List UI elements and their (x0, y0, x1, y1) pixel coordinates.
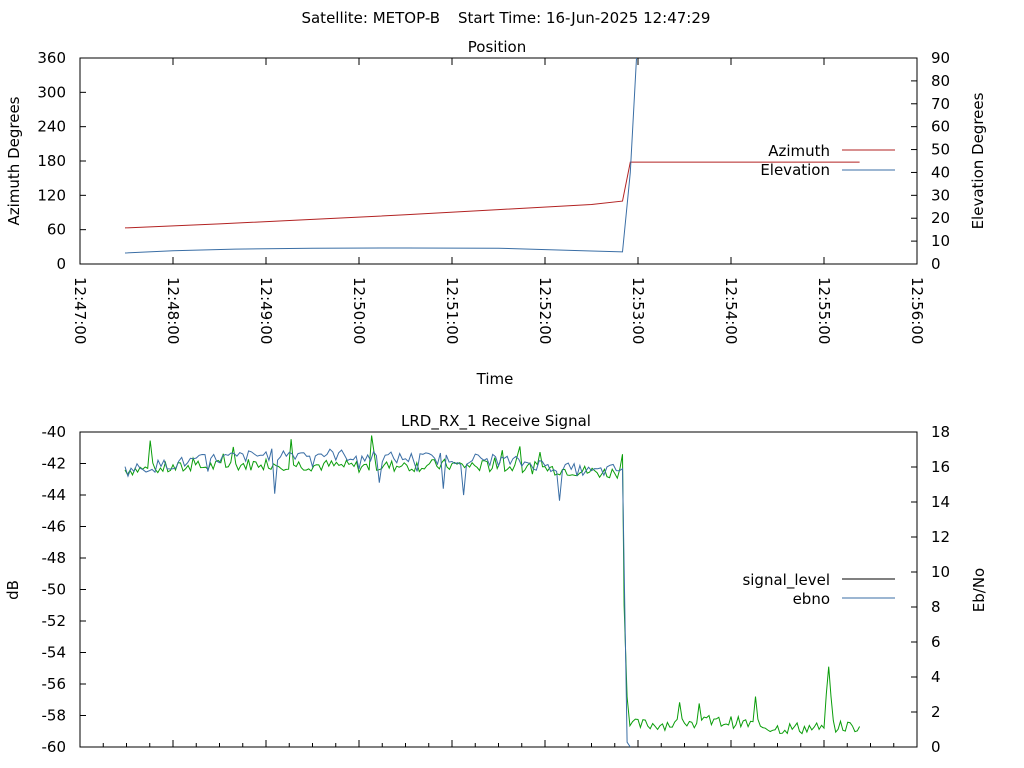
y-tick-label: -40 (42, 423, 67, 441)
y-tick-label: 240 (37, 118, 66, 136)
y2-tick-label: 10 (931, 232, 950, 250)
signal-y2label: Eb/No (970, 568, 988, 612)
y-tick-label: -42 (42, 455, 67, 473)
y-tick-label: 120 (37, 186, 66, 204)
y-tick-label: -56 (42, 675, 67, 693)
x-tick-label: 12:50:00 (350, 277, 368, 344)
y-tick-label: -50 (42, 581, 67, 599)
y2-tick-label: 70 (931, 95, 950, 113)
x-tick-label: 12:49:00 (257, 277, 275, 344)
y-tick-label: 0 (56, 255, 66, 273)
series-azimuth (124, 161, 860, 229)
signal-plot-frame (79, 431, 918, 748)
legend-ebno-label: ebno (793, 590, 830, 608)
position-title: Position (468, 38, 526, 56)
x-tick-label: 12:56:00 (908, 277, 926, 344)
y2-tick-label: 0 (931, 738, 941, 756)
signal-title: LRD_RX_1 Receive Signal (401, 412, 591, 431)
position-chart: Position 0 60 120 180 240 300 360 0 10 20 30 40 50 60… (5, 38, 987, 388)
y2-tick-label: 20 (931, 209, 950, 227)
y2-tick-label: 16 (931, 458, 950, 476)
x-tick-label: 12:55:00 (815, 277, 833, 344)
y2-tick-label: 12 (931, 528, 950, 546)
legend-azimuth-label: Azimuth (768, 142, 830, 160)
y2-tick-label: 4 (931, 668, 941, 686)
y2-tick-label: 50 (931, 141, 950, 159)
series-signal-level (124, 435, 861, 735)
x-tick-label: 12:53:00 (629, 277, 647, 344)
y2-tick-label: 0 (931, 255, 941, 273)
y-tick-label: -44 (42, 486, 67, 504)
header-start-time: Start Time: 16-Jun-2025 12:47:29 (458, 9, 710, 27)
signal-chart: LRD_RX_1 Receive Signal -40 -42 -44 -46 -48 -… (4, 412, 988, 756)
y-tick-label: -58 (42, 707, 67, 725)
position-ylabel: Azimuth Degrees (5, 96, 23, 225)
signal-legend: signal_level ebno (742, 571, 895, 608)
y2-tick-label: 18 (931, 423, 950, 441)
y2-tick-label: 80 (931, 72, 950, 90)
y2-tick-label: 10 (931, 563, 950, 581)
y-tick-label: 180 (37, 152, 66, 170)
y2-tick-label: 6 (931, 633, 941, 651)
position-xlabel: Time (476, 370, 514, 388)
y-tick-label: -52 (42, 612, 67, 630)
position-y2label: Elevation Degrees (969, 92, 987, 229)
y2-tick-label: 14 (931, 493, 950, 511)
y2-tick-label: 90 (931, 49, 950, 67)
y2-tick-label: 8 (931, 598, 941, 616)
x-tick-label: 12:48:00 (164, 277, 182, 344)
y-tick-label: -60 (42, 738, 67, 756)
y2-tick-label: 30 (931, 186, 950, 204)
series-ebno (124, 448, 631, 748)
x-tick-label: 12:47:00 (71, 277, 89, 344)
position-legend: Azimuth Elevation (760, 142, 895, 179)
series-elevation (124, 57, 637, 254)
legend-signal-level-label: signal_level (742, 571, 830, 590)
signal-ylabel: dB (4, 580, 22, 600)
x-tick-label: 12:52:00 (536, 277, 554, 344)
x-tick-label: 12:51:00 (443, 277, 461, 344)
y-tick-label: -48 (42, 549, 67, 567)
header-satellite: Satellite: METOP-B (301, 9, 440, 27)
y2-tick-label: 60 (931, 118, 950, 136)
y2-tick-label: 40 (931, 163, 950, 181)
x-tick-label: 12:54:00 (722, 277, 740, 344)
legend-elevation-label: Elevation (760, 161, 830, 179)
y-tick-label: 60 (47, 221, 66, 239)
y-tick-label: -54 (42, 644, 67, 662)
y-tick-label: 300 (37, 83, 66, 101)
y-tick-label: 360 (37, 49, 66, 67)
y-tick-label: -46 (42, 518, 67, 536)
y2-tick-label: 2 (931, 703, 941, 721)
